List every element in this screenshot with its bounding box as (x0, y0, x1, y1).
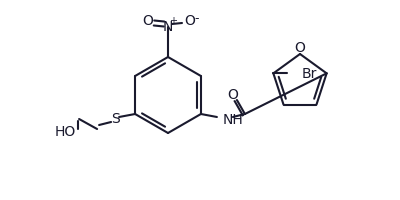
Text: O: O (294, 41, 306, 55)
Text: +: + (169, 16, 177, 26)
Text: S: S (111, 111, 120, 125)
Text: N: N (163, 20, 173, 34)
Text: NH: NH (223, 112, 244, 126)
Text: -: - (195, 12, 199, 25)
Text: O: O (184, 14, 196, 28)
Text: O: O (142, 14, 154, 28)
Text: Br: Br (301, 67, 317, 81)
Text: O: O (228, 88, 238, 101)
Text: HO: HO (55, 124, 76, 138)
